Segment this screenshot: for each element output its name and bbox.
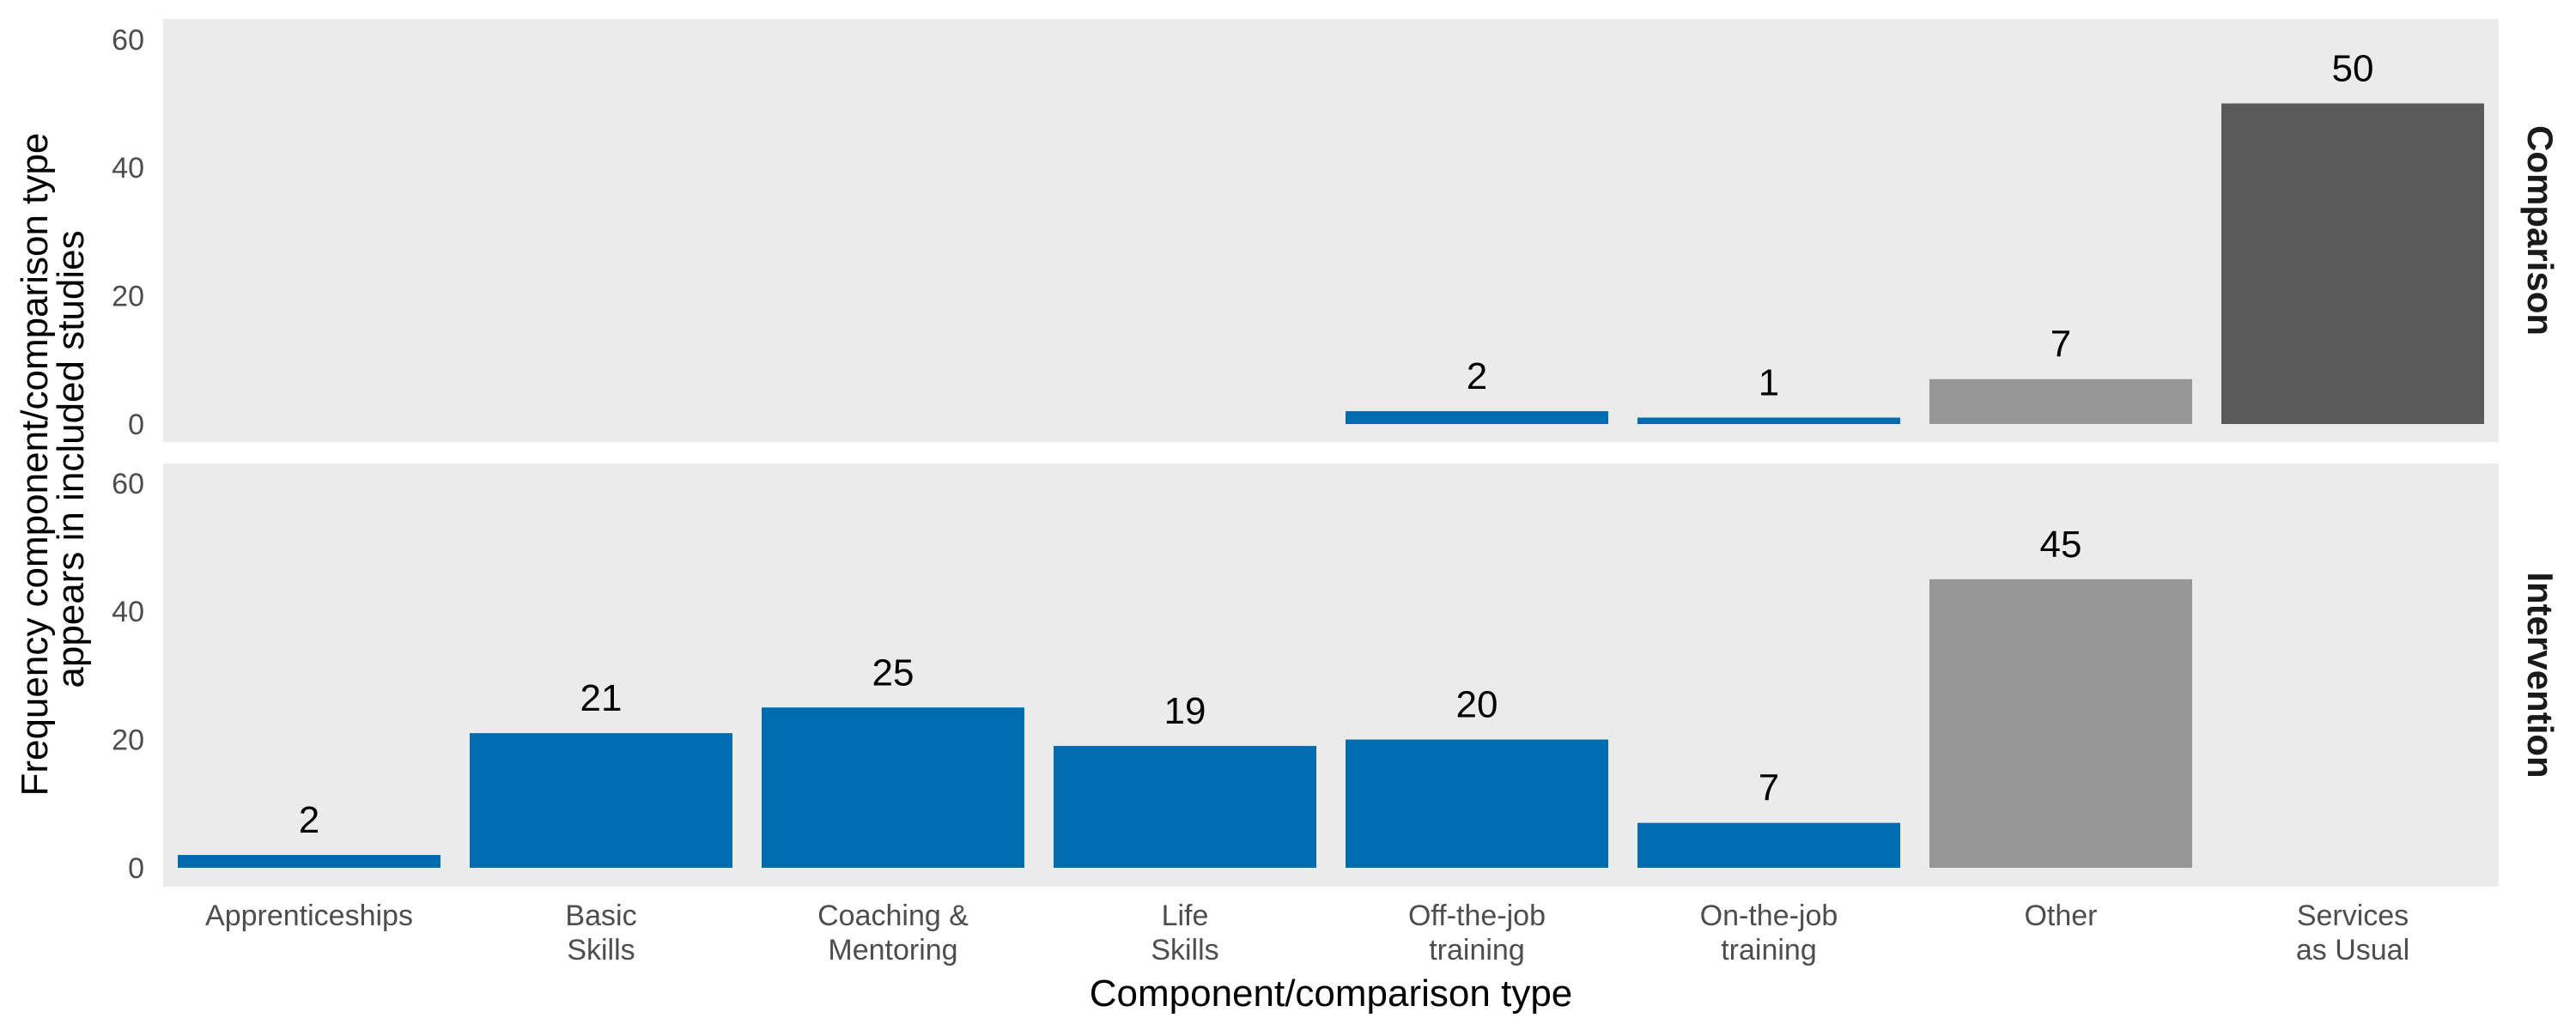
x-tick-label: Apprenticeships bbox=[205, 900, 413, 932]
y-axis-title: Frequency component/comparison type appe… bbox=[14, 122, 92, 796]
data-label: 2 bbox=[1467, 355, 1487, 397]
data-label: 20 bbox=[1456, 684, 1498, 726]
y-tick-label: 40 bbox=[112, 596, 144, 628]
x-tick-label: Services as Usual bbox=[2296, 900, 2409, 966]
bar-comparison-services-as-usual bbox=[2221, 103, 2484, 424]
y-tick-label: 20 bbox=[112, 281, 144, 313]
y-tick-label: 0 bbox=[128, 409, 144, 441]
data-label: 21 bbox=[580, 677, 623, 719]
y-tick-label: 60 bbox=[112, 468, 144, 500]
x-tick-label: Basic Skills bbox=[565, 900, 636, 966]
bar-comparison-other bbox=[1929, 379, 2192, 424]
x-axis-ticks: Apprenticeships Basic Skills Coaching & Ment… bbox=[205, 900, 2409, 966]
bar-intervention-other bbox=[1929, 579, 2192, 868]
y-tick-label: 20 bbox=[112, 724, 144, 757]
bar-intervention-coaching-mentoring bbox=[762, 707, 1024, 868]
facet-label-comparison: Comparison bbox=[2520, 125, 2561, 336]
facet-intervention: 0 20 40 60 2 21 25 19 20 7 45 Intervention bbox=[112, 464, 2561, 887]
y-tick-label: 60 bbox=[112, 24, 144, 57]
data-label: 19 bbox=[1164, 690, 1206, 732]
x-tick-label: Off-the-job training bbox=[1408, 900, 1546, 966]
facet-label-intervention: Intervention bbox=[2520, 572, 2561, 778]
x-tick-label: Other bbox=[2024, 900, 2097, 932]
data-label: 2 bbox=[299, 799, 319, 841]
facet-comparison: 0 20 40 60 2 1 7 50 Comparison bbox=[112, 19, 2561, 442]
y-axis-title-line-1: Frequency component/comparison type bbox=[14, 133, 56, 797]
data-label: 50 bbox=[2332, 48, 2374, 90]
bar-intervention-life-skills bbox=[1054, 746, 1316, 868]
bar-comparison-on-the-job-training bbox=[1637, 417, 1900, 424]
data-label: 25 bbox=[872, 651, 914, 694]
data-label: 45 bbox=[2040, 524, 2082, 566]
x-axis-title: Component/comparison type bbox=[1090, 972, 1573, 1015]
x-tick-label: Life Skills bbox=[1151, 900, 1218, 966]
y-tick-label: 0 bbox=[128, 852, 144, 885]
bar-intervention-off-the-job-training bbox=[1346, 739, 1608, 868]
bar-comparison-off-the-job-training bbox=[1346, 411, 1608, 424]
bar-intervention-basic-skills bbox=[470, 733, 732, 868]
x-tick-label: On-the-job training bbox=[1700, 900, 1838, 966]
y-tick-label: 40 bbox=[112, 152, 144, 185]
y-axis-title-line-2: appears in included studies bbox=[50, 230, 92, 688]
data-label: 7 bbox=[1759, 767, 1779, 809]
data-label: 1 bbox=[1759, 362, 1779, 404]
data-label: 7 bbox=[2050, 324, 2071, 366]
x-tick-label: Coaching & Mentoring bbox=[817, 900, 969, 966]
bar-intervention-on-the-job-training bbox=[1637, 822, 1900, 868]
panel-background bbox=[163, 19, 2499, 442]
bar-intervention-apprenticeships bbox=[178, 855, 440, 868]
